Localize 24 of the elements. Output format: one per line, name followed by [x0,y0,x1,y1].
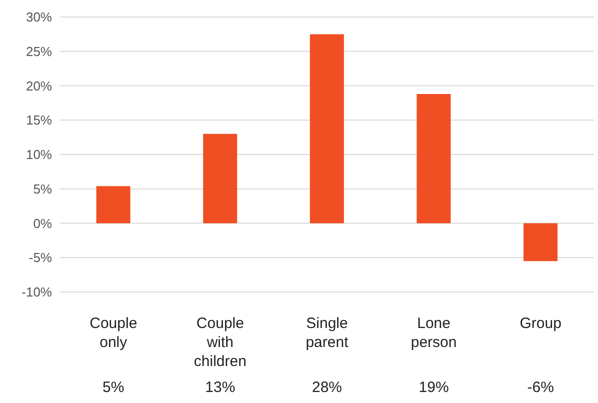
data-label: 13% [205,379,236,396]
y-tick-label: -5% [28,250,52,266]
bar [96,186,130,224]
x-tick-label: Couple with children [194,315,246,370]
data-label: 19% [418,379,449,396]
x-tick-label: Single parent [306,315,350,351]
bar [524,223,558,262]
data-label: 28% [312,379,342,396]
y-tick-label: 30% [26,10,52,25]
y-tick-label: -10% [22,284,52,300]
data-label: 5% [102,379,124,396]
y-tick-label: 25% [26,44,52,59]
bar [416,94,451,224]
y-tick-label: 0% [33,216,52,231]
data-label: -6% [527,379,554,396]
bar [203,134,238,224]
x-tick-label: Couple only [90,315,138,351]
y-tick-label: 5% [33,181,52,196]
y-tick-label: 15% [26,112,52,128]
y-tick-label: 20% [26,78,52,94]
bar [310,34,344,224]
x-tick-label: Group [520,315,562,332]
y-tick-label: 10% [26,147,52,162]
x-tick-label: Lone person [410,315,457,351]
